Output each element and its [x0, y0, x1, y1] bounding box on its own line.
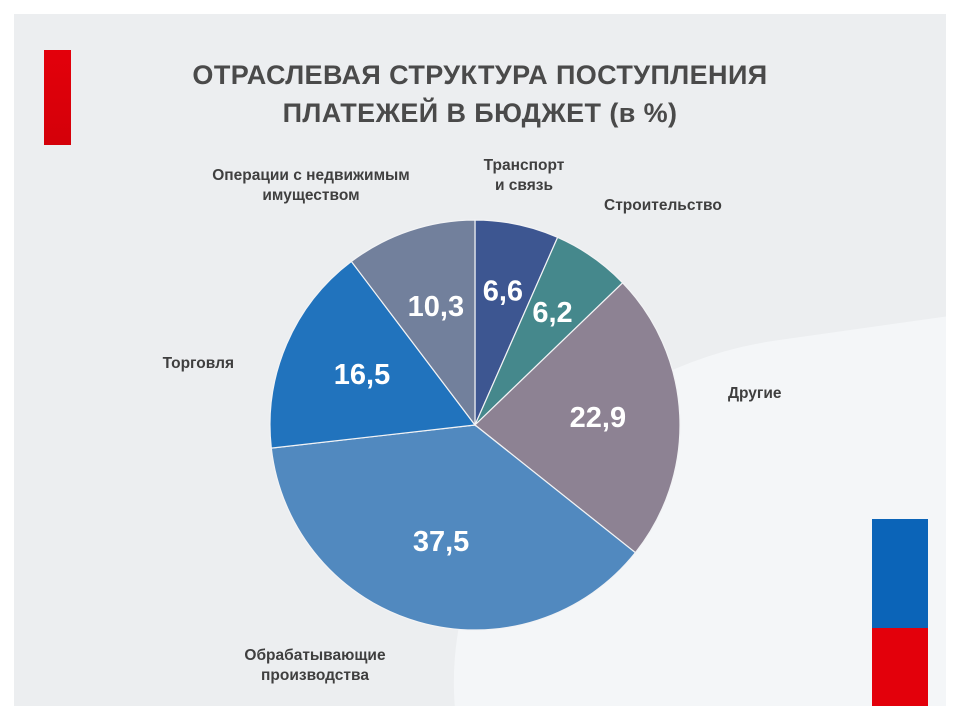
pie-slice-value: 10,3	[408, 291, 464, 323]
pie-chart-svg: 6,6 6,2 22,9 37,5 16,5 10,3	[269, 219, 681, 631]
pie-slice[interactable]	[270, 424, 637, 631]
pie-slice[interactable]	[350, 219, 476, 427]
pie-label-drugie-line-1: Другие	[728, 385, 782, 402]
pie-label-stroitelstvo: Строительство	[604, 196, 784, 216]
chart-title: ОТРАСЛЕВАЯ СТРУКТУРА ПОСТУПЛЕНИЯ ПЛАТЕЖЕ…	[14, 56, 946, 133]
pie-label-transport-line-1: Транспорт	[483, 157, 565, 174]
pie-slice-value: 22,9	[570, 402, 626, 434]
pie-label-transport: Транспорт и связь	[454, 156, 594, 197]
flag-band-red	[872, 628, 928, 706]
pie-slice-value: 6,6	[483, 275, 523, 307]
pie-label-obrabatyvayushchie-line-2: производства	[261, 667, 369, 685]
pie-label-torgovlya-line-1: Торговля	[162, 355, 234, 372]
flag-accent-right	[872, 519, 928, 706]
pie-label-obrabatyvayushchie: Обрабатывающие производства	[200, 646, 430, 687]
pie-slice[interactable]	[269, 260, 477, 449]
pie-chart: 6,6 6,2 22,9 37,5 16,5 10,3 Операции с недвиж…	[14, 14, 946, 706]
pie-label-drugie: Другие	[728, 384, 888, 404]
pie-label-operacii: Операции с недвижимым имуществом	[186, 166, 436, 207]
pie-slice-value: 6,2	[532, 297, 572, 329]
pie-label-obrabatyvayushchie-line-1: Обрабатывающие	[244, 647, 386, 664]
chart-title-line-2: ПЛАТЕЖЕЙ В БЮДЖЕТ (в %)	[282, 98, 678, 129]
flag-band-blue	[872, 519, 928, 629]
pie-slice-value: 16,5	[334, 359, 390, 391]
chart-title-line-1: ОТРАСЛЕВАЯ СТРУКТУРА ПОСТУПЛЕНИЯ	[192, 60, 768, 90]
pie-label-transport-line-2: и связь	[494, 177, 554, 195]
pie-slice-value: 37,5	[413, 526, 469, 558]
pie-slice[interactable]	[474, 281, 681, 554]
pie-label-stroitelstvo-line-1: Строительство	[604, 197, 722, 214]
pie-label-operacii-line-2: имуществом	[262, 187, 360, 205]
flag-accent-left	[44, 50, 71, 145]
pie-label-torgovlya: Торговля	[74, 354, 234, 374]
pie-label-operacii-line-1: Операции с недвижимым	[212, 167, 410, 184]
slide-background: ОТРАСЛЕВАЯ СТРУКТУРА ПОСТУПЛЕНИЯ ПЛАТЕЖЕ…	[14, 14, 946, 706]
